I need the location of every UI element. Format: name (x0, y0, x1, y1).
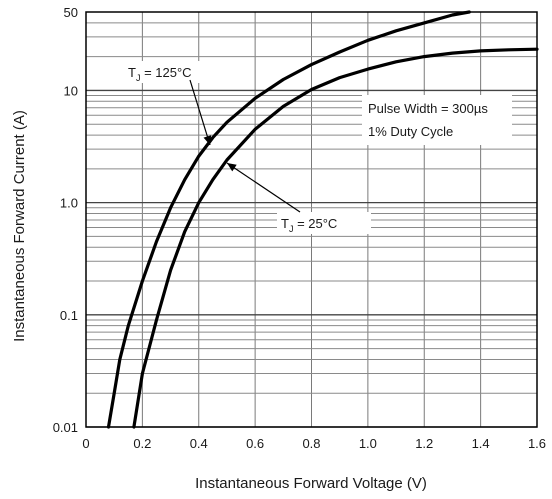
annotation-25c-bg (277, 212, 371, 234)
arrow-25c-head (227, 163, 237, 172)
y-tick-label-3: 10 (64, 83, 78, 98)
arrow-125c-head (203, 135, 212, 145)
y-axis-title: Instantaneous Forward Current (A) (11, 110, 28, 342)
duty-cycle-note: 1% Duty Cycle (368, 124, 453, 139)
series-line-0 (106, 10, 471, 429)
y-tick-label-1: 0.1 (60, 308, 78, 323)
x-axis-title: Instantaneous Forward Voltage (V) (195, 475, 427, 492)
plot-border (85, 11, 538, 428)
x-tick-label-6: 1.2 (415, 436, 433, 451)
x-tick-label-0: 0 (82, 436, 89, 451)
annotations: TJ = 125°C TJ = 25°C Pulse Width = 300µs 1%… (124, 61, 512, 234)
x-tick-label-4: 0.8 (302, 436, 320, 451)
x-tick-label-5: 1.0 (359, 436, 377, 451)
pulse-note-bg (362, 95, 512, 145)
plot-frame (85, 11, 538, 428)
tick-labels: 0 0.2 0.4 0.6 0.8 1.0 1.2 1.4 1.6 0.01 0.1 1.0 10 50 (53, 5, 546, 451)
annotation-25c: TJ = 25°C (281, 216, 337, 234)
series-line-1 (132, 47, 539, 429)
arrow-25c (226, 162, 301, 213)
pulse-width-note: Pulse Width = 300µs (368, 101, 488, 116)
y-tick-label-2: 1.0 (60, 196, 78, 211)
x-tick-label-3: 0.6 (246, 436, 264, 451)
series-layer (106, 10, 539, 429)
x-tick-label-8: 1.6 (528, 436, 546, 451)
x-tick-label-2: 0.4 (190, 436, 208, 451)
x-tick-label-7: 1.4 (472, 436, 490, 451)
x-tick-label-1: 0.2 (133, 436, 151, 451)
annotation-125c: TJ = 125°C (128, 65, 192, 83)
y-tick-label-4: 50 (64, 5, 78, 20)
arrow-125c (189, 79, 211, 146)
y-tick-label-0: 0.01 (53, 420, 78, 435)
annotation-125c-bg (124, 61, 218, 83)
